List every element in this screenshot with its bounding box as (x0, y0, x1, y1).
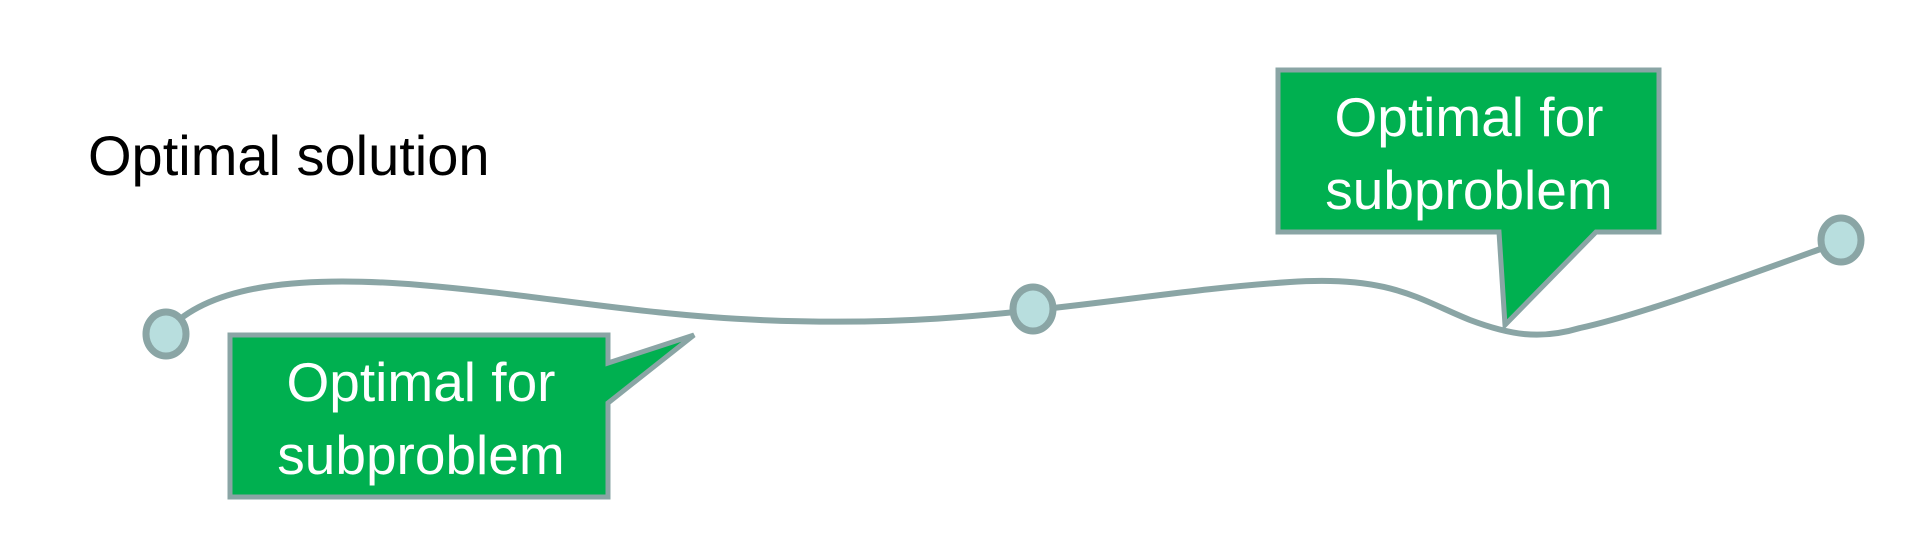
callout-right-label: Optimal for subproblem (1325, 86, 1613, 221)
callout-left-label: Optimal for subproblem (277, 351, 565, 486)
end-node (1817, 214, 1865, 266)
callout-right-shape (1275, 67, 1662, 331)
start-node (142, 308, 190, 360)
callout-left-shape (227, 332, 696, 500)
middle-node (1009, 283, 1057, 335)
solution-path (165, 239, 1842, 338)
diagram-title: Optimal solution (88, 124, 490, 187)
